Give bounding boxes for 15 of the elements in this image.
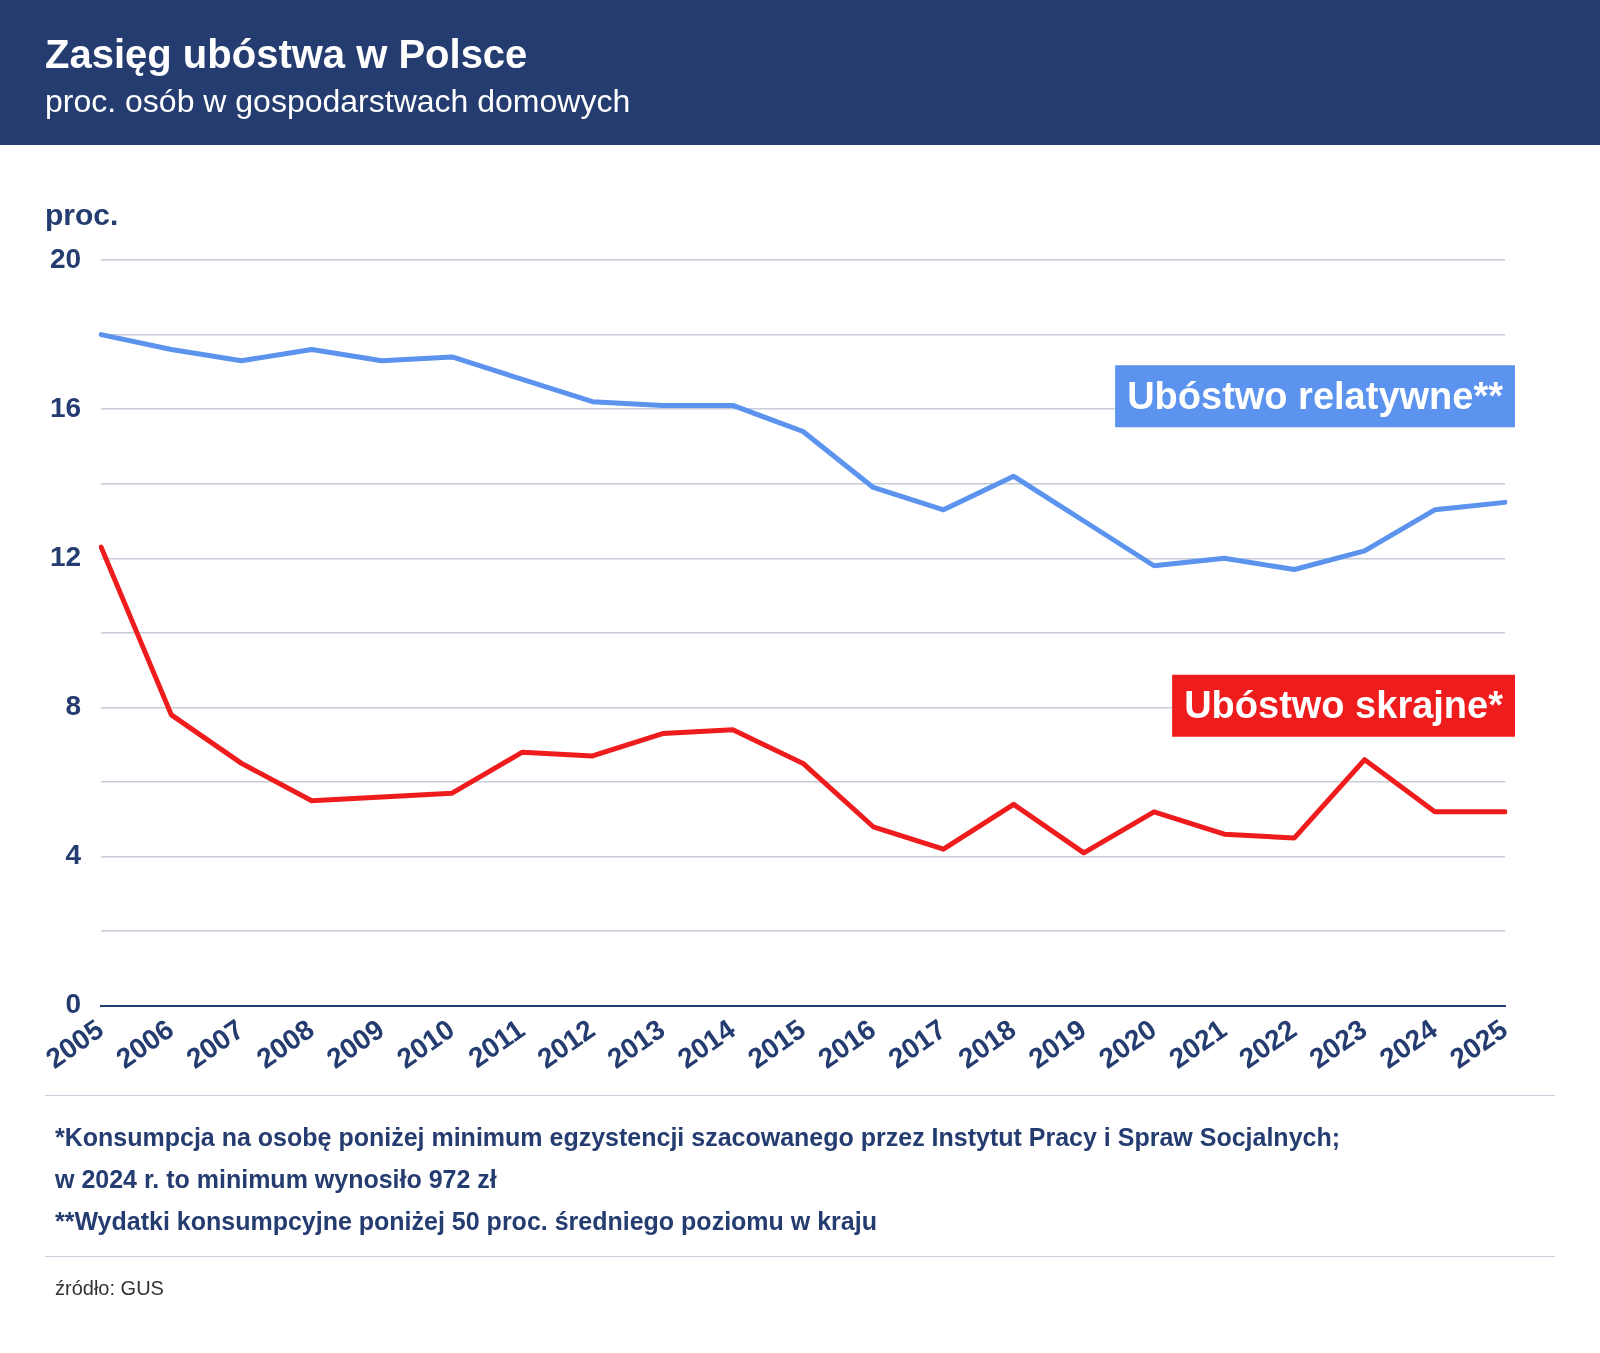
series-label: Ubóstwo skrajne* [1184,684,1504,727]
text: *Konsumpcja na osobę poniżej minimum egzystencji szacowanego przez Instytut Pracy i Spraw Socjalnych; w 2024 r. to minimum wynosiło 972 zł [55,1123,1341,1193]
text: Ubóstwo relatywne** [1127,374,1504,417]
y-tick-label: 0 [65,988,82,1020]
y-axis-title: proc. [45,198,119,232]
chart-title: Zasięg ubóstwa w Polsce [45,31,529,77]
text: źródło: GUS [45,1256,1555,1320]
text: **Wydatki konsumpcyjne poniżej 50 proc. średniego poziomu w kraju [55,1207,877,1235]
y-tick-label: 20 [49,242,82,274]
y-tick-label: 16 [49,391,82,423]
y-tick-label: 8 [65,690,82,722]
chart-subtitle: proc. osób w gospodarstwach domowych [45,83,632,120]
y-tick-label: 4 [65,839,82,871]
y-tick-label: 12 [49,541,82,573]
x-tick-label: 2011 [462,1013,531,1074]
